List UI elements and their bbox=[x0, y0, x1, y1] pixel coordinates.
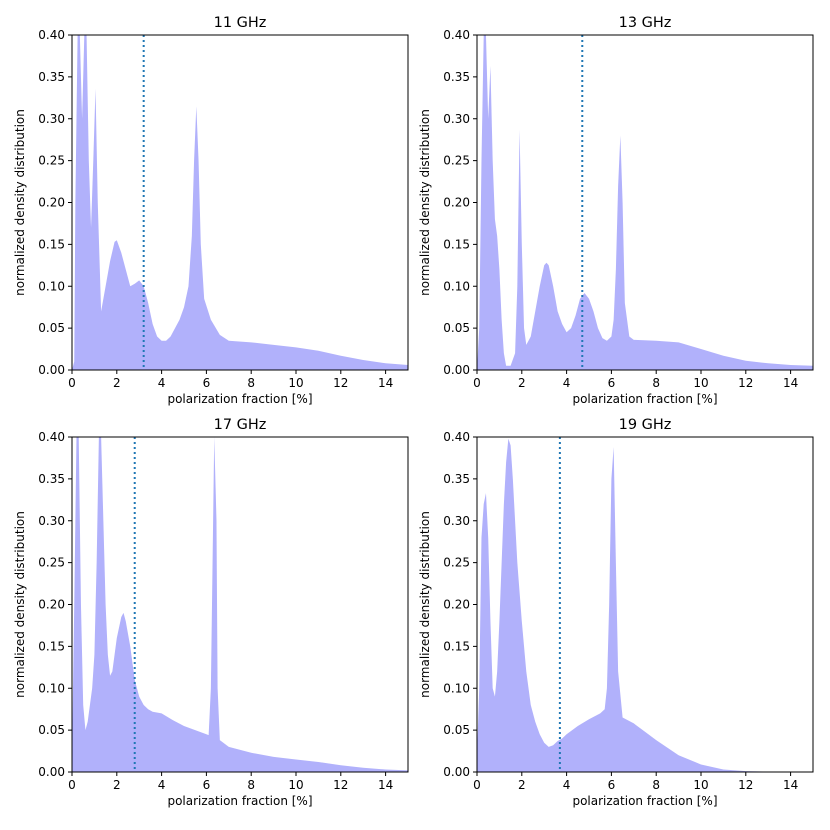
y-tick-label: 0.10 bbox=[443, 681, 470, 695]
chart-title: 19 GHz bbox=[619, 417, 672, 433]
y-tick-label: 0.10 bbox=[38, 279, 65, 293]
x-tick-label: 14 bbox=[378, 778, 393, 792]
x-tick-label: 2 bbox=[113, 778, 121, 792]
axes-frame bbox=[476, 34, 814, 371]
y-tick-label: 0.15 bbox=[443, 639, 470, 653]
y-tick-label: 0.25 bbox=[38, 556, 65, 570]
x-tick-label: 8 bbox=[652, 376, 660, 390]
x-tick-label: 12 bbox=[333, 778, 348, 792]
y-tick-label: 0.00 bbox=[38, 363, 65, 377]
x-tick-label: 14 bbox=[783, 778, 798, 792]
density-area bbox=[72, 437, 408, 772]
y-tick-label: 0.15 bbox=[38, 237, 65, 251]
x-tick-label: 2 bbox=[518, 376, 526, 390]
chart-title: 13 GHz bbox=[619, 15, 672, 31]
x-tick-label: 0 bbox=[473, 376, 481, 390]
chart-title: 17 GHz bbox=[214, 417, 267, 433]
x-tick-label: 12 bbox=[738, 778, 753, 792]
x-tick-label: 8 bbox=[247, 778, 255, 792]
y-tick-label: 0.10 bbox=[38, 681, 65, 695]
x-tick-label: 8 bbox=[247, 376, 255, 390]
y-tick-label: 0.40 bbox=[443, 430, 470, 444]
y-tick-label: 0.25 bbox=[443, 556, 470, 570]
x-tick-label: 12 bbox=[738, 376, 753, 390]
y-tick-label: 0.40 bbox=[38, 430, 65, 444]
x-tick-label: 4 bbox=[158, 778, 166, 792]
y-axis-label: normalized density distribution bbox=[418, 511, 432, 698]
y-tick-label: 0.15 bbox=[38, 639, 65, 653]
x-tick-label: 12 bbox=[333, 376, 348, 390]
x-tick-label: 10 bbox=[288, 376, 303, 390]
y-tick-label: 0.30 bbox=[38, 514, 65, 528]
x-tick-label: 0 bbox=[473, 778, 481, 792]
y-tick-label: 0.05 bbox=[443, 723, 470, 737]
y-tick-label: 0.05 bbox=[443, 321, 470, 335]
y-tick-label: 0.30 bbox=[443, 514, 470, 528]
x-tick-label: 0 bbox=[68, 778, 76, 792]
density-area bbox=[72, 35, 408, 370]
y-axis-label: normalized density distribution bbox=[13, 511, 27, 698]
y-tick-label: 0.30 bbox=[38, 112, 65, 126]
y-tick-label: 0.15 bbox=[443, 237, 470, 251]
y-tick-label: 0.10 bbox=[443, 279, 470, 293]
x-axis-label: polarization fraction [%] bbox=[167, 794, 312, 808]
y-tick-label: 0.35 bbox=[443, 70, 470, 84]
x-tick-label: 14 bbox=[378, 376, 393, 390]
y-tick-label: 0.05 bbox=[38, 321, 65, 335]
y-tick-label: 0.35 bbox=[443, 472, 470, 486]
y-tick-label: 0.25 bbox=[38, 154, 65, 168]
x-tick-label: 10 bbox=[288, 778, 303, 792]
density-area bbox=[477, 35, 813, 370]
chart-panel-2: 0 2 4 6 8 10 12 14 0.00 0.05 0.10 0.15 0.20 0.25 0.30 0… bbox=[418, 15, 814, 406]
x-tick-label: 6 bbox=[203, 778, 211, 792]
y-tick-label: 0.30 bbox=[443, 112, 470, 126]
chart-panel-1: 0 2 4 6 8 10 12 14 0.00 0.05 0.10 0.15 0.20 0.25 0.30 0… bbox=[13, 15, 409, 406]
y-tick-label: 0.05 bbox=[38, 723, 65, 737]
y-tick-label: 0.20 bbox=[443, 598, 470, 612]
y-tick-label: 0.20 bbox=[38, 196, 65, 210]
x-tick-label: 6 bbox=[203, 376, 211, 390]
x-tick-label: 10 bbox=[693, 376, 708, 390]
x-axis-label: polarization fraction [%] bbox=[572, 392, 717, 406]
x-tick-label: 4 bbox=[158, 376, 166, 390]
y-tick-label: 0.00 bbox=[443, 765, 470, 779]
x-tick-label: 4 bbox=[563, 778, 571, 792]
x-tick-label: 8 bbox=[652, 778, 660, 792]
y-tick-label: 0.35 bbox=[38, 472, 65, 486]
chart-panel-4: 0 2 4 6 8 10 12 14 0.00 0.05 0.10 0.15 0.20 0.25 0.30 0… bbox=[418, 417, 814, 808]
y-tick-label: 0.00 bbox=[38, 765, 65, 779]
x-tick-label: 6 bbox=[608, 376, 616, 390]
chart-title: 11 GHz bbox=[214, 15, 267, 31]
x-tick-label: 14 bbox=[783, 376, 798, 390]
y-tick-label: 0.20 bbox=[38, 598, 65, 612]
y-tick-label: 0.35 bbox=[38, 70, 65, 84]
x-tick-label: 2 bbox=[113, 376, 121, 390]
x-tick-label: 4 bbox=[563, 376, 571, 390]
y-tick-label: 0.40 bbox=[443, 28, 470, 42]
x-tick-label: 6 bbox=[608, 778, 616, 792]
x-axis-label: polarization fraction [%] bbox=[572, 794, 717, 808]
y-axis-label: normalized density distribution bbox=[13, 109, 27, 296]
chart-panel-3: 0 2 4 6 8 10 12 14 0.00 0.05 0.10 0.15 0.20 0.25 0.30 0… bbox=[13, 417, 409, 808]
y-tick-label: 0.20 bbox=[443, 196, 470, 210]
density-area bbox=[477, 438, 813, 772]
y-axis-label: normalized density distribution bbox=[418, 109, 432, 296]
y-tick-label: 0.25 bbox=[443, 154, 470, 168]
x-axis-label: polarization fraction [%] bbox=[167, 392, 312, 406]
y-tick-label: 0.40 bbox=[38, 28, 65, 42]
x-tick-label: 0 bbox=[68, 376, 76, 390]
x-tick-label: 10 bbox=[693, 778, 708, 792]
y-tick-label: 0.00 bbox=[443, 363, 470, 377]
x-tick-label: 2 bbox=[518, 778, 526, 792]
